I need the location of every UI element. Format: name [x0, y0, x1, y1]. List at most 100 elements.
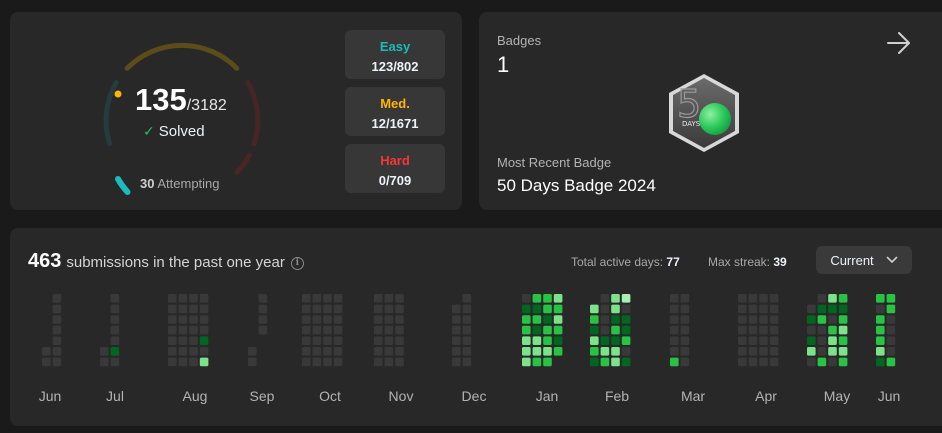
heatmap-cell[interactable] [590, 325, 599, 335]
heatmap-cell[interactable] [876, 325, 885, 335]
heatmap-cell[interactable] [590, 315, 599, 324]
heatmap-cell[interactable] [611, 304, 620, 314]
heatmap-cell[interactable] [738, 325, 747, 335]
heatmap-cell[interactable] [248, 347, 257, 356]
heatmap-cell[interactable] [395, 357, 404, 367]
heatmap-cell[interactable] [110, 347, 120, 356]
heatmap-cell[interactable] [333, 336, 343, 345]
heatmap-cell[interactable] [462, 347, 472, 356]
heatmap-cell[interactable] [876, 315, 885, 324]
heatmap-cell[interactable] [199, 336, 209, 345]
difficulty-hard[interactable]: Hard 0/709 [345, 144, 445, 193]
heatmap-cell[interactable] [543, 325, 552, 335]
info-icon[interactable]: i [290, 257, 304, 270]
heatmap-cell[interactable] [52, 304, 62, 314]
heatmap-cell[interactable] [462, 315, 472, 324]
heatmap-cell[interactable] [828, 325, 837, 335]
heatmap-cell[interactable] [168, 357, 177, 367]
heatmap-cell[interactable] [178, 304, 188, 314]
heatmap-cell[interactable] [748, 347, 758, 356]
heatmap-cell[interactable] [828, 336, 837, 345]
heatmap-cell[interactable] [532, 357, 542, 367]
heatmap-cell[interactable] [52, 325, 62, 335]
heatmap-cell[interactable] [110, 315, 120, 324]
heatmap-cell[interactable] [553, 304, 563, 314]
heatmap-cell[interactable] [333, 315, 343, 324]
heatmap-cell[interactable] [522, 304, 531, 314]
heatmap-cell[interactable] [462, 336, 472, 345]
heatmap-cell[interactable] [817, 325, 827, 335]
heatmap-cell[interactable] [807, 347, 816, 356]
heatmap-cell[interactable] [759, 315, 768, 324]
heatmap-cell[interactable] [52, 336, 62, 345]
heatmap-cell[interactable] [817, 347, 827, 356]
difficulty-easy[interactable]: Easy 123/802 [345, 30, 445, 79]
heatmap-cell[interactable] [189, 347, 198, 356]
heatmap-cell[interactable] [590, 347, 599, 356]
heatmap-cell[interactable] [323, 347, 332, 356]
heatmap-cell[interactable] [838, 304, 848, 314]
heatmap-cell[interactable] [611, 294, 620, 303]
heatmap-cell[interactable] [323, 294, 332, 303]
heatmap-cell[interactable] [312, 325, 322, 335]
heatmap-cell[interactable] [611, 347, 620, 356]
heatmap-cell[interactable] [384, 357, 394, 367]
heatmap-cell[interactable] [600, 294, 610, 303]
heatmap-cell[interactable] [553, 325, 563, 335]
heatmap-cell[interactable] [817, 315, 827, 324]
heatmap-cell[interactable] [374, 294, 383, 303]
heatmap-cell[interactable] [110, 357, 120, 367]
heatmap-cell[interactable] [886, 325, 896, 335]
heatmap-cell[interactable] [876, 347, 885, 356]
heatmap-cell[interactable] [886, 357, 896, 367]
heatmap-cell[interactable] [817, 294, 827, 303]
heatmap-cell[interactable] [769, 304, 779, 314]
heatmap-cell[interactable] [670, 325, 679, 335]
heatmap-cell[interactable] [462, 325, 472, 335]
heatmap-cell[interactable] [395, 304, 404, 314]
heatmap-cell[interactable] [828, 294, 837, 303]
heatmap-cell[interactable] [452, 347, 461, 356]
heatmap-cell[interactable] [199, 315, 209, 324]
heatmap-cell[interactable] [333, 294, 343, 303]
heatmap-cell[interactable] [670, 304, 679, 314]
year-dropdown[interactable]: Current [816, 246, 912, 274]
heatmap-cell[interactable] [333, 325, 343, 335]
heatmap-cell[interactable] [748, 357, 758, 367]
heatmap-cell[interactable] [199, 347, 209, 356]
heatmap-cell[interactable] [384, 347, 394, 356]
heatmap-cell[interactable] [876, 357, 885, 367]
heatmap-cell[interactable] [52, 357, 62, 367]
heatmap-cell[interactable] [52, 315, 62, 324]
heatmap-cell[interactable] [110, 336, 120, 345]
heatmap-cell[interactable] [621, 304, 631, 314]
heatmap-cell[interactable] [178, 347, 188, 356]
heatmap-cell[interactable] [621, 294, 631, 303]
heatmap-cell[interactable] [828, 315, 837, 324]
heatmap-cell[interactable] [258, 315, 268, 324]
arrow-right-icon[interactable] [885, 28, 913, 58]
heatmap-cell[interactable] [323, 304, 332, 314]
heatmap-cell[interactable] [452, 357, 461, 367]
heatmap-cell[interactable] [590, 304, 599, 314]
heatmap-cell[interactable] [600, 347, 610, 356]
heatmap-cell[interactable] [670, 357, 679, 367]
heatmap-cell[interactable] [199, 294, 209, 303]
heatmap-cell[interactable] [553, 315, 563, 324]
heatmap-cell[interactable] [189, 304, 198, 314]
heatmap-cell[interactable] [384, 336, 394, 345]
heatmap-cell[interactable] [600, 336, 610, 345]
heatmap-cell[interactable] [168, 315, 177, 324]
heatmap-cell[interactable] [189, 315, 198, 324]
heatmap-cell[interactable] [748, 304, 758, 314]
heatmap-cell[interactable] [333, 304, 343, 314]
heatmap-cell[interactable] [680, 347, 690, 356]
heatmap-cell[interactable] [817, 304, 827, 314]
heatmap-cell[interactable] [611, 315, 620, 324]
heatmap-cell[interactable] [600, 304, 610, 314]
heatmap-cell[interactable] [258, 304, 268, 314]
heatmap-cell[interactable] [838, 294, 848, 303]
heatmap-cell[interactable] [178, 294, 188, 303]
heatmap-cell[interactable] [543, 357, 552, 367]
heatmap-cell[interactable] [807, 304, 816, 314]
